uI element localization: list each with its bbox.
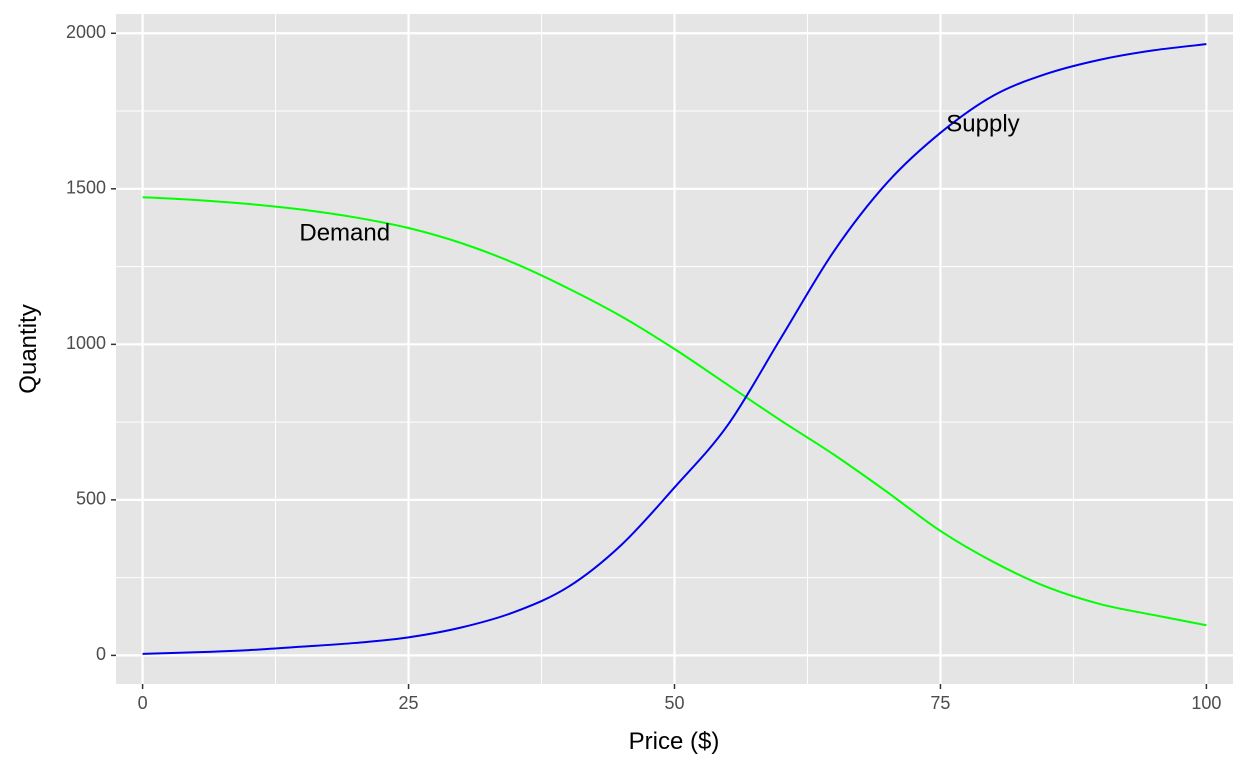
y-tick-label: 1000 <box>66 333 106 353</box>
y-tick-label: 2000 <box>66 22 106 42</box>
x-tick-label: 50 <box>664 693 684 713</box>
y-axis: 0 500 1000 1500 2000 <box>66 22 116 664</box>
x-tick-label: 100 <box>1191 693 1221 713</box>
demand-curve <box>142 196 1207 627</box>
annotation-label: Supply <box>946 110 1019 137</box>
y-tick-label: 1500 <box>66 178 106 198</box>
annotation-layer: Demand Supply <box>299 110 1019 246</box>
y-tick-label: 500 <box>76 489 106 509</box>
supply-curve <box>142 43 1207 655</box>
y-axis-title: Quantity <box>15 304 42 393</box>
series-layer <box>142 43 1207 655</box>
x-tick-label: 0 <box>138 693 148 713</box>
x-axis: 0 25 50 75 100 <box>138 684 1221 713</box>
annotation-label: Demand <box>299 219 390 246</box>
x-axis-title: Price ($) <box>629 728 720 755</box>
y-tick-label: 0 <box>96 644 106 664</box>
x-tick-label: 25 <box>399 693 419 713</box>
x-tick-label: 75 <box>930 693 950 713</box>
